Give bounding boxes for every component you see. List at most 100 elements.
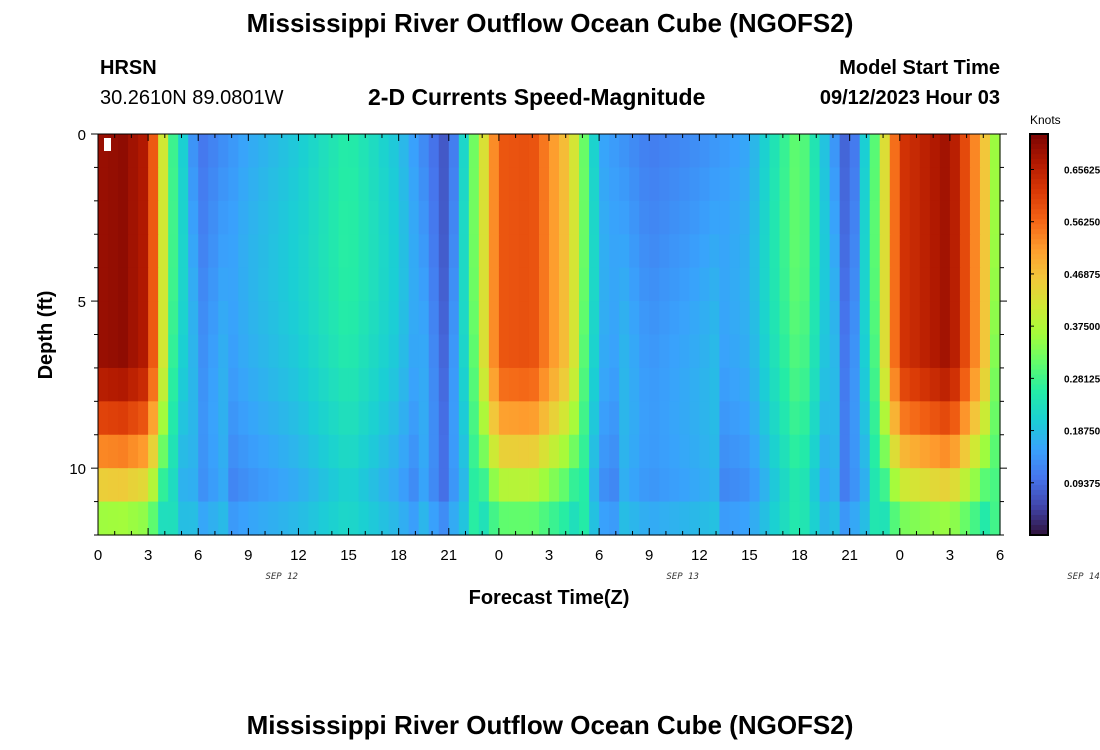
- heatmap-cell: [729, 468, 741, 503]
- heatmap-cell: [679, 234, 690, 269]
- heatmap-cell: [268, 167, 279, 202]
- date-label: SEP 14: [1067, 572, 1100, 582]
- heatmap-cell: [659, 367, 670, 402]
- heatmap-cell: [108, 167, 119, 202]
- heatmap-cell: [148, 301, 159, 336]
- heatmap-cell: [869, 134, 881, 169]
- heatmap-cell: [228, 501, 239, 536]
- heatmap-cell: [128, 267, 139, 302]
- heatmap-cell: [298, 200, 310, 235]
- heatmap-cell: [689, 167, 700, 202]
- heatmap-cell: [989, 401, 1001, 436]
- heatmap-cell: [118, 401, 129, 436]
- heatmap-cell: [849, 501, 861, 536]
- heatmap-cell: [829, 234, 841, 269]
- heatmap-cell: [779, 301, 791, 336]
- heatmap-cell: [238, 334, 249, 369]
- heatmap-cell: [248, 401, 259, 436]
- heatmap-cell: [98, 468, 109, 503]
- heatmap-cell: [749, 267, 761, 302]
- heatmap-cell: [589, 367, 600, 402]
- heatmap-cell: [819, 200, 831, 235]
- heatmap-cell: [148, 267, 159, 302]
- heatmap-cell: [158, 468, 169, 503]
- heatmap-cell: [989, 200, 1001, 235]
- heatmap-cell: [148, 334, 159, 369]
- heatmap-cell: [488, 234, 500, 269]
- heatmap-cell: [649, 468, 660, 503]
- heatmap-cell: [138, 200, 149, 235]
- heatmap-cell: [669, 200, 680, 235]
- heatmap-cell: [569, 301, 580, 336]
- heatmap-cell: [859, 167, 871, 202]
- heatmap-cell: [358, 167, 370, 202]
- heatmap-cell: [769, 267, 781, 302]
- heatmap-cell: [929, 234, 941, 269]
- heatmap-cell: [649, 301, 660, 336]
- heatmap-cell: [549, 434, 560, 469]
- heatmap-cell: [348, 501, 360, 536]
- heatmap-cell: [679, 468, 690, 503]
- heatmap-cell: [188, 468, 199, 503]
- heatmap-cell: [288, 334, 300, 369]
- heatmap-cell: [789, 167, 801, 202]
- heatmap-cell: [929, 501, 941, 536]
- heatmap-cell: [889, 401, 901, 436]
- heatmap-cell: [228, 167, 239, 202]
- heatmap-cell: [809, 401, 821, 436]
- heatmap-cell: [559, 167, 570, 202]
- heatmap-cell: [508, 501, 520, 536]
- heatmap-cell: [959, 401, 971, 436]
- heatmap-cell: [318, 334, 330, 369]
- heatmap-cell: [749, 367, 761, 402]
- heatmap-cell: [669, 468, 680, 503]
- heatmap-cell: [589, 334, 600, 369]
- heatmap-cell: [248, 434, 259, 469]
- heatmap-cell: [438, 234, 450, 269]
- heatmap-cell: [969, 134, 981, 169]
- heatmap-cell: [949, 501, 961, 536]
- heatmap-cell: [779, 434, 791, 469]
- heatmap-cell: [98, 200, 109, 235]
- heatmap-cell: [939, 134, 951, 169]
- heatmap-cell: [799, 267, 811, 302]
- heatmap-cell: [168, 468, 179, 503]
- heatmap-cell: [408, 200, 420, 235]
- heatmap-cell: [579, 468, 590, 503]
- heatmap-cell: [679, 434, 690, 469]
- heatmap-cell: [298, 468, 310, 503]
- heatmap-cell: [458, 367, 470, 402]
- colorbar-segment: [1030, 179, 1048, 185]
- heatmap-cell: [368, 234, 380, 269]
- heatmap-cell: [298, 267, 310, 302]
- heatmap-cell: [709, 267, 720, 302]
- heatmap-cell: [508, 334, 520, 369]
- colorbar-segment: [1030, 264, 1048, 270]
- heatmap-cell: [128, 367, 139, 402]
- heatmap-cell: [308, 134, 320, 169]
- heatmap-cell: [939, 234, 951, 269]
- heatmap-cell: [98, 401, 109, 436]
- heatmap-cell: [278, 234, 290, 269]
- heatmap-cell: [218, 301, 229, 336]
- heatmap-cell: [338, 434, 350, 469]
- colorbar-segment: [1030, 459, 1048, 466]
- heatmap-cell: [418, 468, 430, 503]
- heatmap-cell: [188, 301, 199, 336]
- x-tick-label: 3: [545, 547, 553, 564]
- heatmap-cell: [98, 301, 109, 336]
- heatmap-cell: [789, 401, 801, 436]
- heatmap-cell: [468, 134, 480, 169]
- heatmap-cell: [579, 167, 590, 202]
- heatmap-cell: [849, 267, 861, 302]
- heatmap-cell: [448, 334, 460, 369]
- heatmap-cell: [398, 367, 410, 402]
- heatmap-cell: [829, 468, 841, 503]
- heatmap-cell: [609, 234, 620, 269]
- heatmap-cell: [448, 267, 460, 302]
- heatmap-cell: [428, 334, 440, 369]
- heatmap-cell: [308, 434, 320, 469]
- heatmap-cell: [348, 434, 360, 469]
- heatmap-cell: [579, 367, 590, 402]
